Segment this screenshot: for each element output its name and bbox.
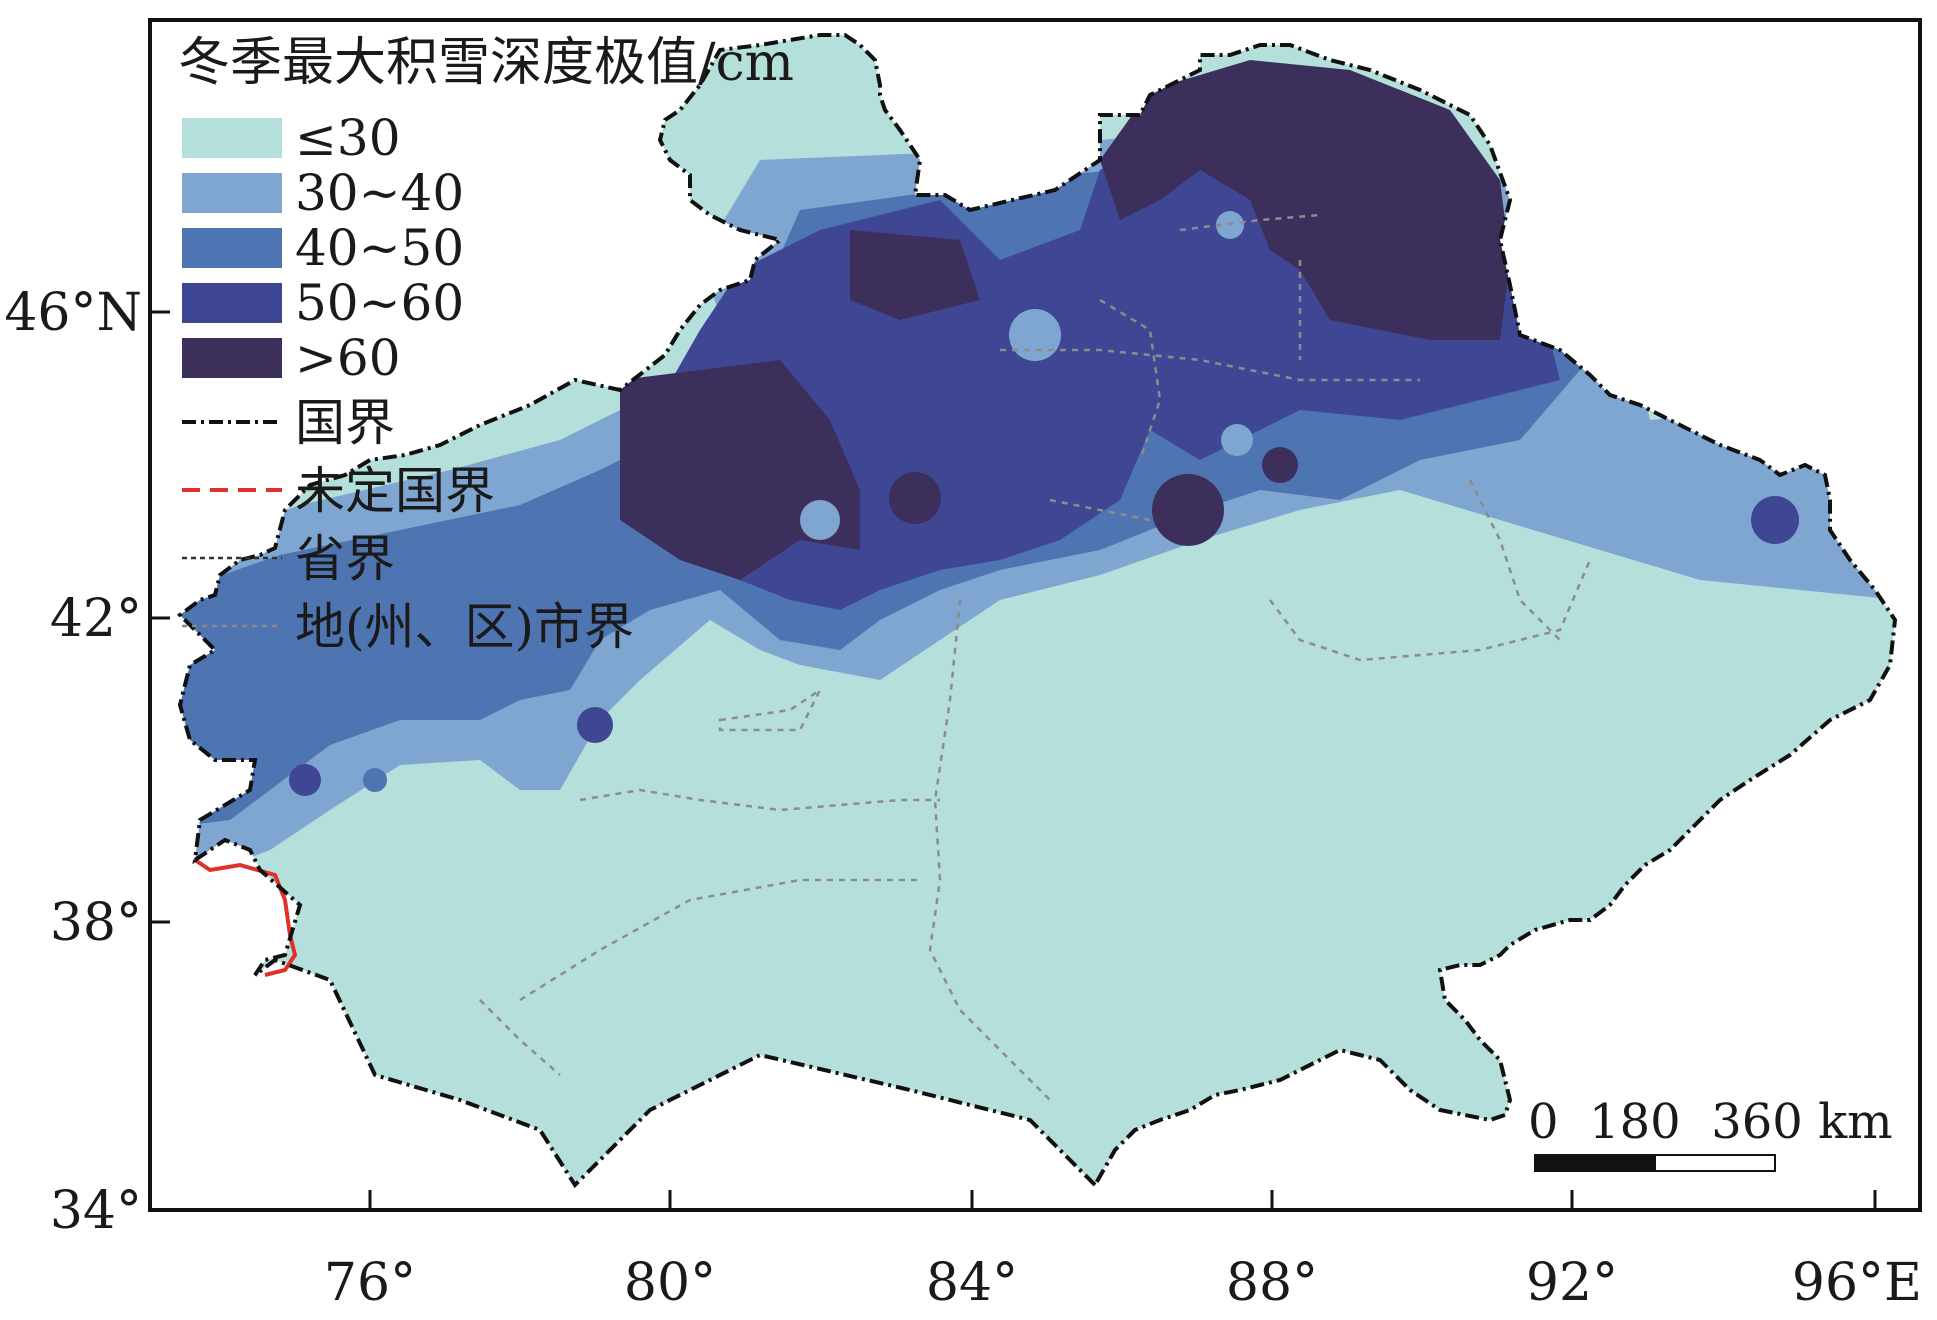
legend-label: 地(州、区)市界: [295, 598, 634, 656]
hotspot-marker: [1751, 496, 1799, 544]
scale-bar-black: [1534, 1154, 1656, 1172]
legend-label: 未定国界: [295, 462, 495, 520]
x-tick-label: 88°: [1226, 1253, 1318, 1313]
y-tick-label: 46°N: [4, 283, 142, 343]
hotspot-marker: [577, 707, 613, 743]
legend-label: 国界: [295, 394, 395, 452]
x-tick-label: 84°: [926, 1253, 1018, 1313]
zone-gt60-west: [620, 360, 860, 580]
legend-swatch: [182, 118, 282, 158]
legend-swatch: [182, 228, 282, 268]
y-tick-label: 38°: [50, 893, 142, 953]
hotspot-marker: [1221, 424, 1253, 456]
legend-label: 50~60: [295, 274, 464, 332]
legend-label: >60: [295, 329, 401, 387]
legend-swatch: [182, 283, 282, 323]
legend-label: ≤30: [295, 109, 401, 167]
y-tick-label: 42°: [50, 589, 142, 649]
x-tick-label: 80°: [624, 1253, 716, 1313]
hotspot-marker: [1152, 474, 1224, 546]
hotspot-marker: [889, 472, 941, 524]
hotspot-marker: [363, 768, 387, 792]
hotspot-marker: [998, 410, 1042, 454]
national-border: [176, 33, 1898, 1189]
y-axis: [150, 310, 170, 924]
hotspot-marker: [1262, 447, 1298, 483]
legend-title: 冬季最大积雪深度极值/cm: [178, 33, 794, 93]
legend: 冬季最大积雪深度极值/cm ≤30 30~40 40~50 50~60 >60 …: [178, 33, 794, 656]
x-tick-label: 76°: [324, 1253, 416, 1313]
legend-label: 40~50: [295, 219, 464, 277]
legend-label: 省界: [295, 530, 395, 588]
scale-bar: 0 180 360 km: [1528, 1094, 1893, 1172]
legend-swatch: [182, 173, 282, 213]
y-tick-label: 34°: [50, 1181, 142, 1241]
hotspot-marker: [1009, 309, 1061, 361]
hotspot-marker: [800, 500, 840, 540]
hotspot-marker: [289, 764, 321, 796]
x-axis: [368, 1190, 1877, 1210]
zone-gt60-north: [1100, 60, 1510, 340]
scale-bar-white: [1654, 1154, 1776, 1172]
legend-label: 30~40: [295, 164, 464, 222]
district-boundaries: [479, 213, 1592, 1101]
x-tick-label: 92°: [1526, 1253, 1618, 1313]
legend-swatch: [182, 338, 282, 378]
scale-bar-label: 0 180 360 km: [1528, 1094, 1893, 1150]
zone-gt60-northwest: [850, 230, 980, 320]
x-tick-label: 96°E: [1792, 1253, 1922, 1313]
disputed-border: [193, 858, 298, 977]
